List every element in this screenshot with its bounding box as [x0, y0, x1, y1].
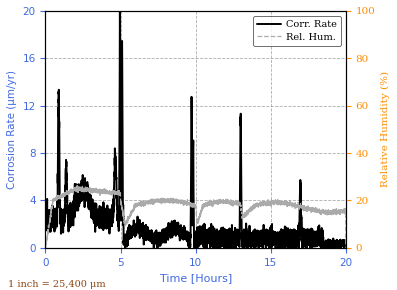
Rel. Hum.	[261, 202, 266, 205]
Corr. Rate	[170, 220, 174, 223]
Rel. Hum.	[172, 198, 177, 201]
X-axis label: Time [Hours]: Time [Hours]	[160, 273, 232, 283]
Text: 1 inch = 25,400 μm: 1 inch = 25,400 μm	[8, 280, 106, 289]
Corr. Rate	[172, 222, 177, 226]
Rel. Hum.	[186, 202, 191, 206]
Corr. Rate	[186, 233, 191, 237]
Rel. Hum.	[43, 246, 48, 249]
Rel. Hum.	[75, 184, 80, 187]
Rel. Hum.	[170, 200, 174, 203]
Corr. Rate	[334, 238, 339, 242]
Y-axis label: Corrosion Rate (μm/yr): Corrosion Rate (μm/yr)	[7, 70, 17, 189]
Rel. Hum.	[343, 246, 348, 249]
Legend: Corr. Rate, Rel. Hum.: Corr. Rate, Rel. Hum.	[253, 16, 341, 46]
Corr. Rate	[43, 218, 48, 221]
Y-axis label: Relative Humidity (%): Relative Humidity (%)	[381, 71, 390, 187]
Corr. Rate	[343, 243, 348, 246]
Corr. Rate	[261, 235, 266, 239]
Corr. Rate	[118, 9, 122, 13]
Line: Rel. Hum.: Rel. Hum.	[46, 186, 346, 248]
Rel. Hum.	[334, 210, 339, 214]
Corr. Rate	[319, 226, 324, 230]
Line: Corr. Rate: Corr. Rate	[46, 11, 346, 248]
Rel. Hum.	[319, 211, 324, 214]
Corr. Rate	[123, 246, 127, 249]
